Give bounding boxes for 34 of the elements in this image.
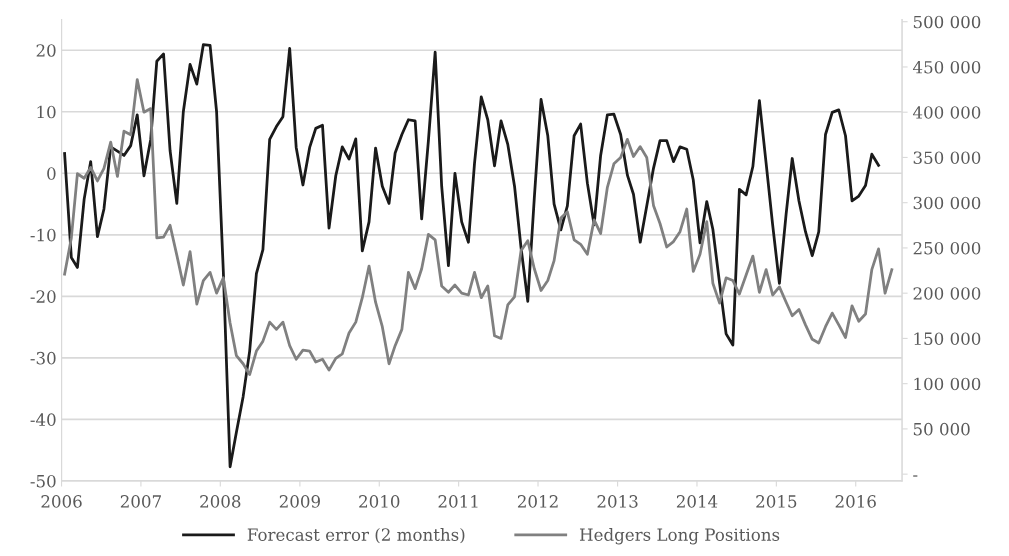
x-tick-label: 2011 <box>438 495 478 508</box>
x-tick-label: 2013 <box>597 495 638 508</box>
x-tick-label: 2012 <box>517 495 558 508</box>
x-tick-label: 2015 <box>756 495 797 508</box>
line-series <box>63 43 880 469</box>
y-tick-label: -10 <box>30 228 56 242</box>
x-tick-label: 2016 <box>835 495 876 508</box>
y-tick-label: -50 <box>30 474 56 488</box>
x-tick-label: 2010 <box>359 495 400 508</box>
y-tick-label: -40 <box>30 413 56 426</box>
y-tick-label: -20 <box>30 290 56 303</box>
x-tick-label: 2008 <box>200 495 241 508</box>
y-tick-label: 10 <box>37 105 56 119</box>
y2-tick-label: 300 000 <box>913 196 981 210</box>
x-tick-label: 2009 <box>279 495 320 508</box>
x-tick-label: 2006 <box>41 495 82 508</box>
y2-tick-label: 500 000 <box>913 15 981 29</box>
y2-tick-label: 150 000 <box>914 332 981 345</box>
x-tick-label: 2007 <box>120 495 161 508</box>
y2-tick-label: 100 000 <box>914 377 981 391</box>
y2-tick-label: - <box>913 475 918 477</box>
y2-tick-label: 450 000 <box>912 60 981 74</box>
line-series <box>63 78 894 377</box>
y2-tick-label: 350 000 <box>913 151 981 165</box>
x-tick-label: 2014 <box>676 495 718 508</box>
y2-tick-label: 250 000 <box>913 241 981 255</box>
y-tick-label: -30 <box>30 351 56 365</box>
y-tick-label: 20 <box>36 44 56 57</box>
legend-label: Hedgers Long Positions <box>579 528 780 545</box>
y-tick-label: 0 <box>47 167 56 180</box>
y2-tick-label: 200 000 <box>913 287 981 300</box>
legend-label: Forecast error (2 months) <box>247 528 465 544</box>
y2-tick-label: 400 000 <box>912 106 981 119</box>
y2-tick-label: 50 000 <box>913 422 970 436</box>
